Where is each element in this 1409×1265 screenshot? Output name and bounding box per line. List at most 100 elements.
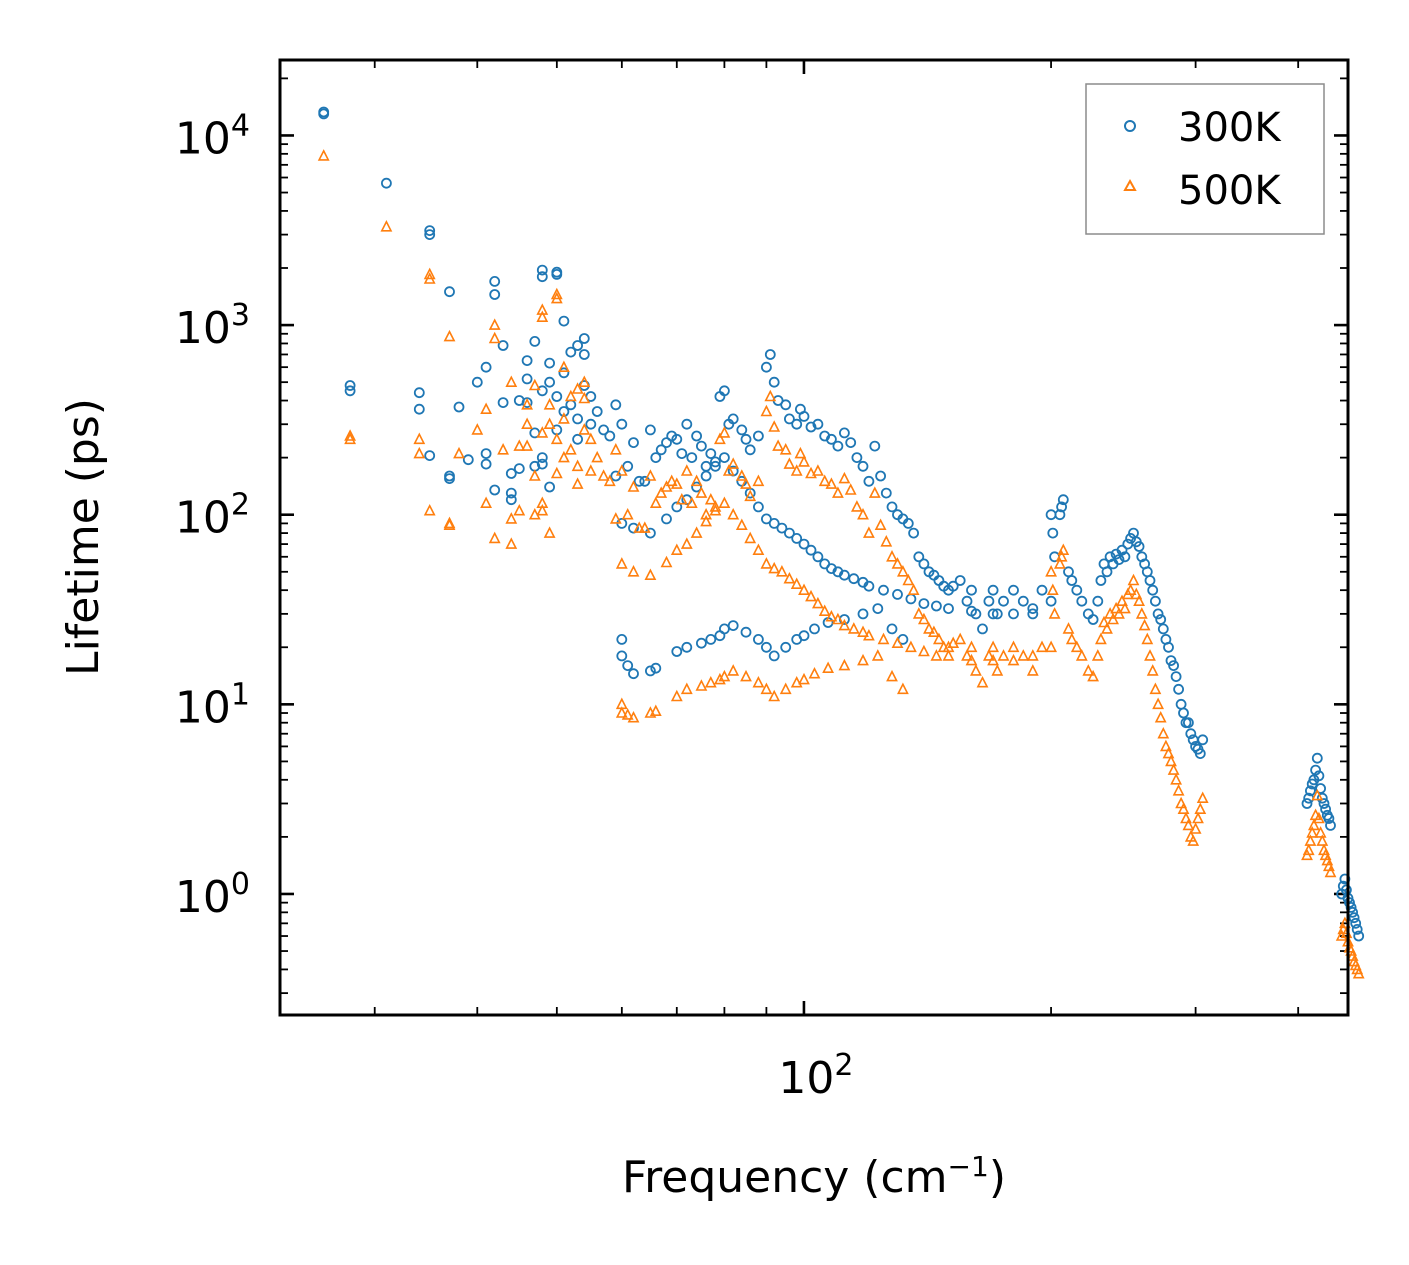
point-500k (1048, 607, 1061, 619)
point-500k (954, 632, 967, 645)
point-500k (891, 557, 904, 569)
point-500k (1152, 697, 1165, 710)
point-500k (718, 496, 731, 509)
point-500k (811, 596, 824, 609)
point-300k (1183, 717, 1194, 729)
y-tick-label: 104 (175, 108, 250, 164)
point-300k (1313, 770, 1325, 782)
point-300k (1144, 575, 1156, 586)
point-500k (685, 496, 698, 509)
point-500k (923, 622, 935, 634)
point-300k (1301, 798, 1313, 809)
point-300k (768, 650, 780, 662)
point-500k (779, 682, 792, 695)
point-300k (505, 468, 517, 479)
point-300k (869, 440, 881, 452)
point-300k (380, 177, 392, 189)
point-500k (760, 557, 773, 569)
point-300k (1054, 509, 1066, 521)
point-300k (805, 421, 817, 433)
point-500k (649, 704, 662, 717)
point-500k (727, 507, 740, 520)
point-300k (791, 418, 803, 430)
point-300k (1197, 734, 1209, 746)
point-500k (557, 360, 570, 373)
point-500k (1026, 664, 1039, 676)
point-300k (1116, 544, 1128, 556)
point-300k (812, 551, 824, 563)
point-500k (1170, 773, 1183, 785)
point-500k (1314, 826, 1327, 838)
point-300k (1008, 608, 1019, 620)
point-300k (1163, 641, 1174, 653)
point-500k (564, 389, 577, 402)
point-500k (453, 446, 465, 459)
point-300k (784, 413, 795, 425)
point-300k (551, 268, 563, 280)
point-500k (1189, 822, 1202, 834)
point-500k (709, 503, 722, 516)
point-500k (557, 450, 570, 463)
point-500k (1007, 653, 1020, 666)
point-300k (784, 527, 795, 539)
point-300k (812, 418, 824, 430)
point-500k (1118, 601, 1131, 614)
point-500k (488, 531, 501, 544)
point-300k (505, 487, 517, 499)
point-300k (661, 437, 672, 449)
point-300k (1157, 623, 1169, 635)
point-500k (794, 446, 807, 459)
point-300k (966, 584, 977, 596)
point-500k (615, 706, 628, 718)
point-300k (753, 501, 764, 513)
point-500k (818, 604, 831, 617)
point-500k (1180, 811, 1192, 824)
point-500k (857, 507, 869, 520)
point-300k (604, 430, 616, 442)
point-300k (1152, 608, 1164, 620)
point-500k (969, 664, 982, 676)
point-500k (680, 682, 693, 695)
point-300k (344, 380, 356, 391)
point-500k (1075, 649, 1088, 661)
point-500k (760, 682, 773, 695)
point-500k (443, 329, 456, 342)
point-300k (622, 660, 634, 671)
point-500k (480, 402, 493, 415)
point-500k (536, 426, 549, 438)
point-500k (1098, 615, 1110, 628)
point-500k (655, 486, 668, 498)
point-500k (690, 526, 703, 538)
point-500k (744, 531, 757, 544)
point-300k (610, 399, 622, 411)
point-500k (1335, 929, 1348, 941)
point-300k (987, 584, 999, 596)
point-300k (744, 444, 756, 456)
point-300k (696, 440, 707, 452)
point-300k (671, 646, 683, 657)
point-300k (598, 424, 609, 436)
point-500k (744, 489, 757, 502)
point-500k (571, 477, 584, 489)
point-300k (1008, 584, 1019, 596)
point-300k (529, 335, 541, 347)
point-500k (1187, 834, 1200, 846)
legend: 300K 500K (1085, 83, 1325, 235)
point-500k (1091, 649, 1104, 661)
point-500k (991, 664, 1004, 676)
point-500k (557, 412, 570, 424)
point-500k (665, 474, 678, 487)
point-500k (564, 443, 577, 455)
point-500k (621, 507, 634, 520)
point-300k (471, 376, 483, 388)
point-500k (917, 612, 930, 625)
point-500k (735, 469, 748, 481)
point-500k (1167, 763, 1180, 775)
point-500k (521, 417, 534, 430)
point-300k (444, 473, 455, 485)
point-300k (764, 349, 776, 360)
point-500k (423, 503, 436, 516)
point-500k (1159, 739, 1172, 752)
point-300k (1027, 603, 1039, 614)
point-300k (1315, 783, 1326, 794)
